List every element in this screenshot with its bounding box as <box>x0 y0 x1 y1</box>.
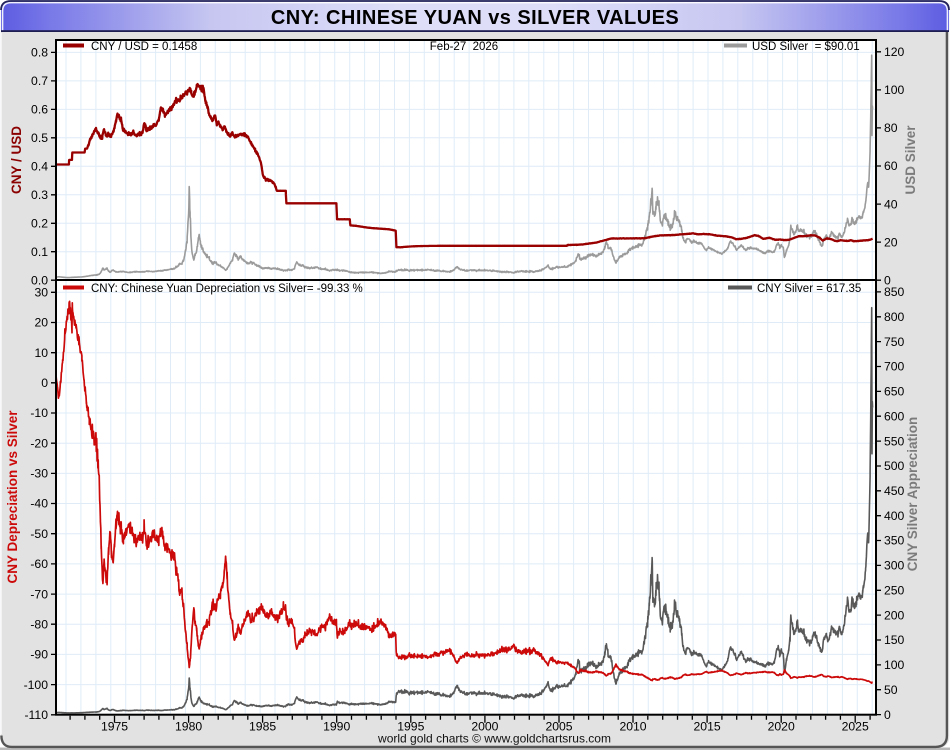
svg-text:USD Silver = $90.01: USD Silver = $90.01 <box>752 41 860 53</box>
svg-text:CNY Silver = 617.35: CNY Silver = 617.35 <box>757 283 861 295</box>
svg-text:-100: -100 <box>24 678 49 692</box>
svg-text:2015: 2015 <box>694 719 721 733</box>
svg-text:250: 250 <box>884 584 905 598</box>
svg-text:-10: -10 <box>30 406 48 420</box>
svg-text:550: 550 <box>884 434 905 448</box>
svg-text:50: 50 <box>884 683 898 697</box>
svg-text:-50: -50 <box>30 527 48 541</box>
svg-text:450: 450 <box>884 484 905 498</box>
svg-text:0: 0 <box>884 273 891 287</box>
svg-text:200: 200 <box>884 608 905 622</box>
svg-text:-80: -80 <box>30 617 48 631</box>
svg-text:10: 10 <box>34 346 48 360</box>
svg-text:750: 750 <box>884 335 905 349</box>
svg-text:800: 800 <box>884 310 905 324</box>
svg-text:700: 700 <box>884 360 905 374</box>
svg-text:Feb-27 2026: Feb-27 2026 <box>430 41 498 53</box>
svg-text:2020: 2020 <box>768 719 795 733</box>
svg-text:60: 60 <box>884 159 898 173</box>
svg-text:-40: -40 <box>30 497 48 511</box>
svg-text:CNY / USD: CNY / USD <box>9 126 24 194</box>
svg-text:CNY / USD = 0.1458: CNY / USD = 0.1458 <box>91 41 197 53</box>
svg-text:650: 650 <box>884 385 905 399</box>
svg-text:120: 120 <box>884 45 905 59</box>
svg-text:80: 80 <box>884 121 898 135</box>
svg-text:-70: -70 <box>30 587 48 601</box>
svg-text:-30: -30 <box>30 467 48 481</box>
svg-text:1995: 1995 <box>397 719 424 733</box>
svg-text:1980: 1980 <box>175 719 202 733</box>
svg-text:-20: -20 <box>30 436 48 450</box>
svg-text:2025: 2025 <box>842 719 869 733</box>
svg-text:CNY Silver Appreciation: CNY Silver Appreciation <box>905 417 920 572</box>
svg-text:30: 30 <box>34 286 48 300</box>
svg-text:500: 500 <box>884 459 905 473</box>
svg-text:350: 350 <box>884 534 905 548</box>
svg-text:150: 150 <box>884 633 905 647</box>
svg-text:0.1: 0.1 <box>31 245 48 259</box>
svg-text:20: 20 <box>34 316 48 330</box>
svg-text:0.6: 0.6 <box>31 103 48 117</box>
svg-text:CNY: CHINESE YUAN vs SILVER VA: CNY: CHINESE YUAN vs SILVER VALUES <box>271 7 679 29</box>
svg-text:400: 400 <box>884 509 905 523</box>
svg-text:-60: -60 <box>30 557 48 571</box>
svg-text:2000: 2000 <box>471 719 498 733</box>
svg-text:CNY Depreciation vs Silver: CNY Depreciation vs Silver <box>5 410 20 584</box>
svg-text:850: 850 <box>884 285 905 299</box>
svg-text:CNY: Chinese Yuan Depreciation: CNY: Chinese Yuan Depreciation vs Silver… <box>91 283 363 295</box>
svg-text:1985: 1985 <box>249 719 276 733</box>
svg-text:world gold charts © www.goldch: world gold charts © www.goldchartsrus.co… <box>377 732 611 746</box>
svg-text:0.3: 0.3 <box>31 188 48 202</box>
svg-text:300: 300 <box>884 559 905 573</box>
svg-text:1990: 1990 <box>323 719 350 733</box>
svg-text:USD Silver: USD Silver <box>903 125 918 195</box>
svg-text:2010: 2010 <box>619 719 646 733</box>
svg-text:40: 40 <box>884 197 898 211</box>
svg-text:0.7: 0.7 <box>31 74 48 88</box>
svg-text:0: 0 <box>41 376 48 390</box>
svg-text:0.0: 0.0 <box>31 273 48 287</box>
svg-text:100: 100 <box>884 658 905 672</box>
svg-text:0.2: 0.2 <box>31 217 48 231</box>
svg-text:1975: 1975 <box>101 719 128 733</box>
svg-text:0.8: 0.8 <box>31 46 48 60</box>
svg-text:0.4: 0.4 <box>31 160 48 174</box>
svg-text:0: 0 <box>884 708 891 722</box>
svg-text:0.5: 0.5 <box>31 131 48 145</box>
svg-text:2005: 2005 <box>545 719 572 733</box>
svg-text:600: 600 <box>884 409 905 423</box>
svg-text:-90: -90 <box>30 648 48 662</box>
svg-text:20: 20 <box>884 235 898 249</box>
svg-text:100: 100 <box>884 83 905 97</box>
svg-text:-110: -110 <box>25 708 49 722</box>
